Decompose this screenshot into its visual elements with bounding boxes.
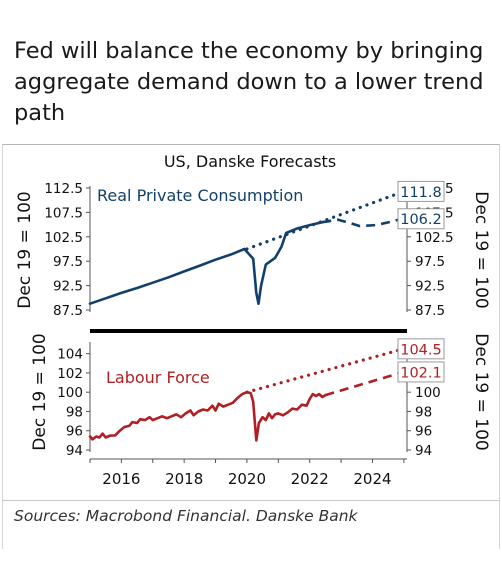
chart-frame: [2, 144, 500, 549]
y-axis-title-left-bottom: Dec 19 = 100: [30, 333, 50, 450]
chart-svg: US, Danske Forecasts 112.5112.5107.5107.…: [15, 152, 491, 488]
x-tick-label: 2020: [228, 470, 266, 488]
x-tick-label: 2016: [102, 470, 140, 488]
y-tick-label-left: 102: [57, 366, 83, 382]
y-tick-label-right: 100: [415, 385, 441, 401]
series-line-consumption-solid: [88, 220, 324, 305]
series-label-consumption: Real Private Consumption: [97, 186, 303, 205]
y-tick-label-right: 96: [415, 424, 432, 440]
series-line-consumption-dotted: [245, 189, 406, 251]
y-axis-title-right-top: Dec 19 = 100: [471, 191, 491, 308]
x-tick-label: 2024: [353, 470, 391, 488]
y-axis-title-right-bottom: Dec 19 = 100: [471, 333, 491, 450]
y-tick-label-right: 98: [415, 404, 432, 420]
y-tick-label-left: 107.5: [44, 205, 83, 221]
y-tick-label-left: 102.5: [44, 230, 83, 246]
x-tick-label: 2018: [165, 470, 203, 488]
x-tick-label: 2022: [291, 470, 329, 488]
end-value-label: 102.1: [400, 365, 442, 381]
series-line-labour-dashed: [325, 370, 405, 397]
y-tick-label-left: 94: [66, 443, 83, 459]
end-value-label: 104.5: [400, 342, 442, 358]
bottom-panel: 104104102102100100989896969494104.5102.1…: [57, 338, 445, 488]
end-value-label: 111.8: [400, 185, 442, 201]
chart-subtitle: US, Danske Forecasts: [164, 152, 336, 171]
source-note: Sources: Macrobond Financial. Danske Ban…: [14, 507, 358, 525]
y-tick-label-left: 104: [57, 347, 83, 363]
y-tick-label-right: 102.5: [415, 230, 454, 246]
end-value-box: [397, 180, 445, 202]
y-tick-label-right: 92.5: [415, 279, 445, 295]
series-line-labour-solid: [88, 390, 327, 442]
y-tick-label-left: 87.5: [53, 303, 83, 319]
y-tick-label-left: 98: [66, 404, 83, 420]
y-tick-label-left: 112.5: [44, 181, 83, 197]
end-value-box: [397, 361, 445, 383]
end-value-box: [397, 208, 445, 230]
y-tick-label-left: 96: [66, 424, 83, 440]
y-tick-label-left: 97.5: [53, 254, 83, 270]
y-tick-label-right: 97.5: [415, 254, 445, 270]
series-line-consumption-dashed: [322, 217, 405, 228]
y-tick-label-right: 87.5: [415, 303, 445, 319]
series-label-labour: Labour Force: [106, 368, 210, 387]
top-panel: 112.5112.5107.5107.5102.5102.597.597.592…: [44, 180, 454, 319]
y-axis-title-left-top: Dec 19 = 100: [15, 191, 35, 308]
end-value-box: [397, 338, 445, 360]
y-tick-label-left: 92.5: [53, 279, 83, 295]
chart-title: Fed will balance the economy by bringing…: [14, 38, 484, 126]
y-tick-label-right: 94: [415, 443, 432, 459]
series-line-labour-dotted: [245, 347, 406, 394]
y-tick-label-left: 100: [57, 385, 83, 401]
source-divider: [2, 500, 499, 501]
end-value-label: 106.2: [400, 212, 442, 228]
